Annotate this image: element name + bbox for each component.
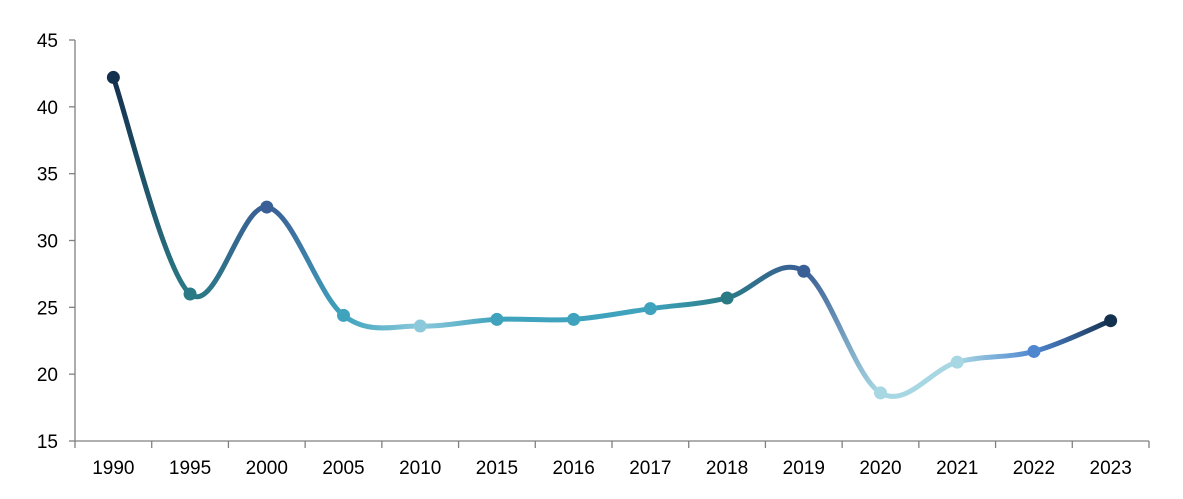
- line-segment: [954, 348, 1037, 365]
- data-point: [413, 319, 427, 333]
- data-point: [874, 386, 887, 400]
- y-tick-label: 45: [37, 31, 58, 52]
- line-segment: [110, 74, 193, 297]
- data-point: [1104, 314, 1118, 328]
- data-point: [950, 355, 964, 369]
- data-point: [106, 70, 120, 84]
- data-point: [490, 312, 504, 326]
- line-segment: [417, 316, 500, 329]
- data-point: [797, 264, 811, 278]
- series-line: [110, 74, 1114, 399]
- y-tick-label: 35: [37, 165, 58, 186]
- line-segment: [494, 316, 577, 323]
- line-segment: [1031, 318, 1114, 354]
- y-tick-label: 30: [37, 232, 58, 253]
- line-segment: [341, 312, 423, 331]
- data-point: [643, 302, 657, 316]
- x-tick-label: 2019: [783, 458, 825, 479]
- line-segment: [878, 359, 960, 399]
- line-segment: [724, 264, 807, 301]
- x-tick-label: 2021: [936, 458, 978, 479]
- y-tick-label: 15: [37, 432, 58, 453]
- x-tick-label: 2020: [859, 458, 901, 479]
- axes: 15 20 25 30 35 40 45 1990 1995 2000 2005 2010 2015 20…: [37, 31, 1150, 479]
- line-segment: [264, 204, 346, 318]
- x-tick-label: 2017: [629, 458, 671, 479]
- data-point: [720, 291, 734, 305]
- x-tick-label: 2010: [399, 458, 441, 479]
- x-tick-label: 2015: [476, 458, 518, 479]
- x-tick-label: 2005: [322, 458, 364, 479]
- line-segment: [647, 295, 730, 312]
- data-points: [106, 70, 1118, 400]
- data-point: [567, 312, 581, 326]
- y-tick-label: 20: [37, 365, 58, 386]
- data-point: [1027, 344, 1041, 358]
- y-tick-label: 40: [37, 98, 58, 119]
- x-tick-label: 2022: [1013, 458, 1055, 479]
- x-tick-label: 2000: [246, 458, 288, 479]
- x-tick-label: 2018: [706, 458, 748, 479]
- x-tick-label: 2016: [553, 458, 595, 479]
- data-point: [260, 200, 274, 214]
- x-tick-label: 1995: [169, 458, 211, 479]
- y-tick-label: 25: [37, 298, 58, 319]
- line-segment: [571, 306, 653, 322]
- data-point: [337, 308, 350, 322]
- x-tick-label: 1990: [92, 458, 134, 479]
- line-segment: [187, 204, 270, 300]
- data-point: [183, 287, 197, 301]
- line-segment: [801, 268, 883, 396]
- x-tick-label: 2023: [1090, 458, 1132, 479]
